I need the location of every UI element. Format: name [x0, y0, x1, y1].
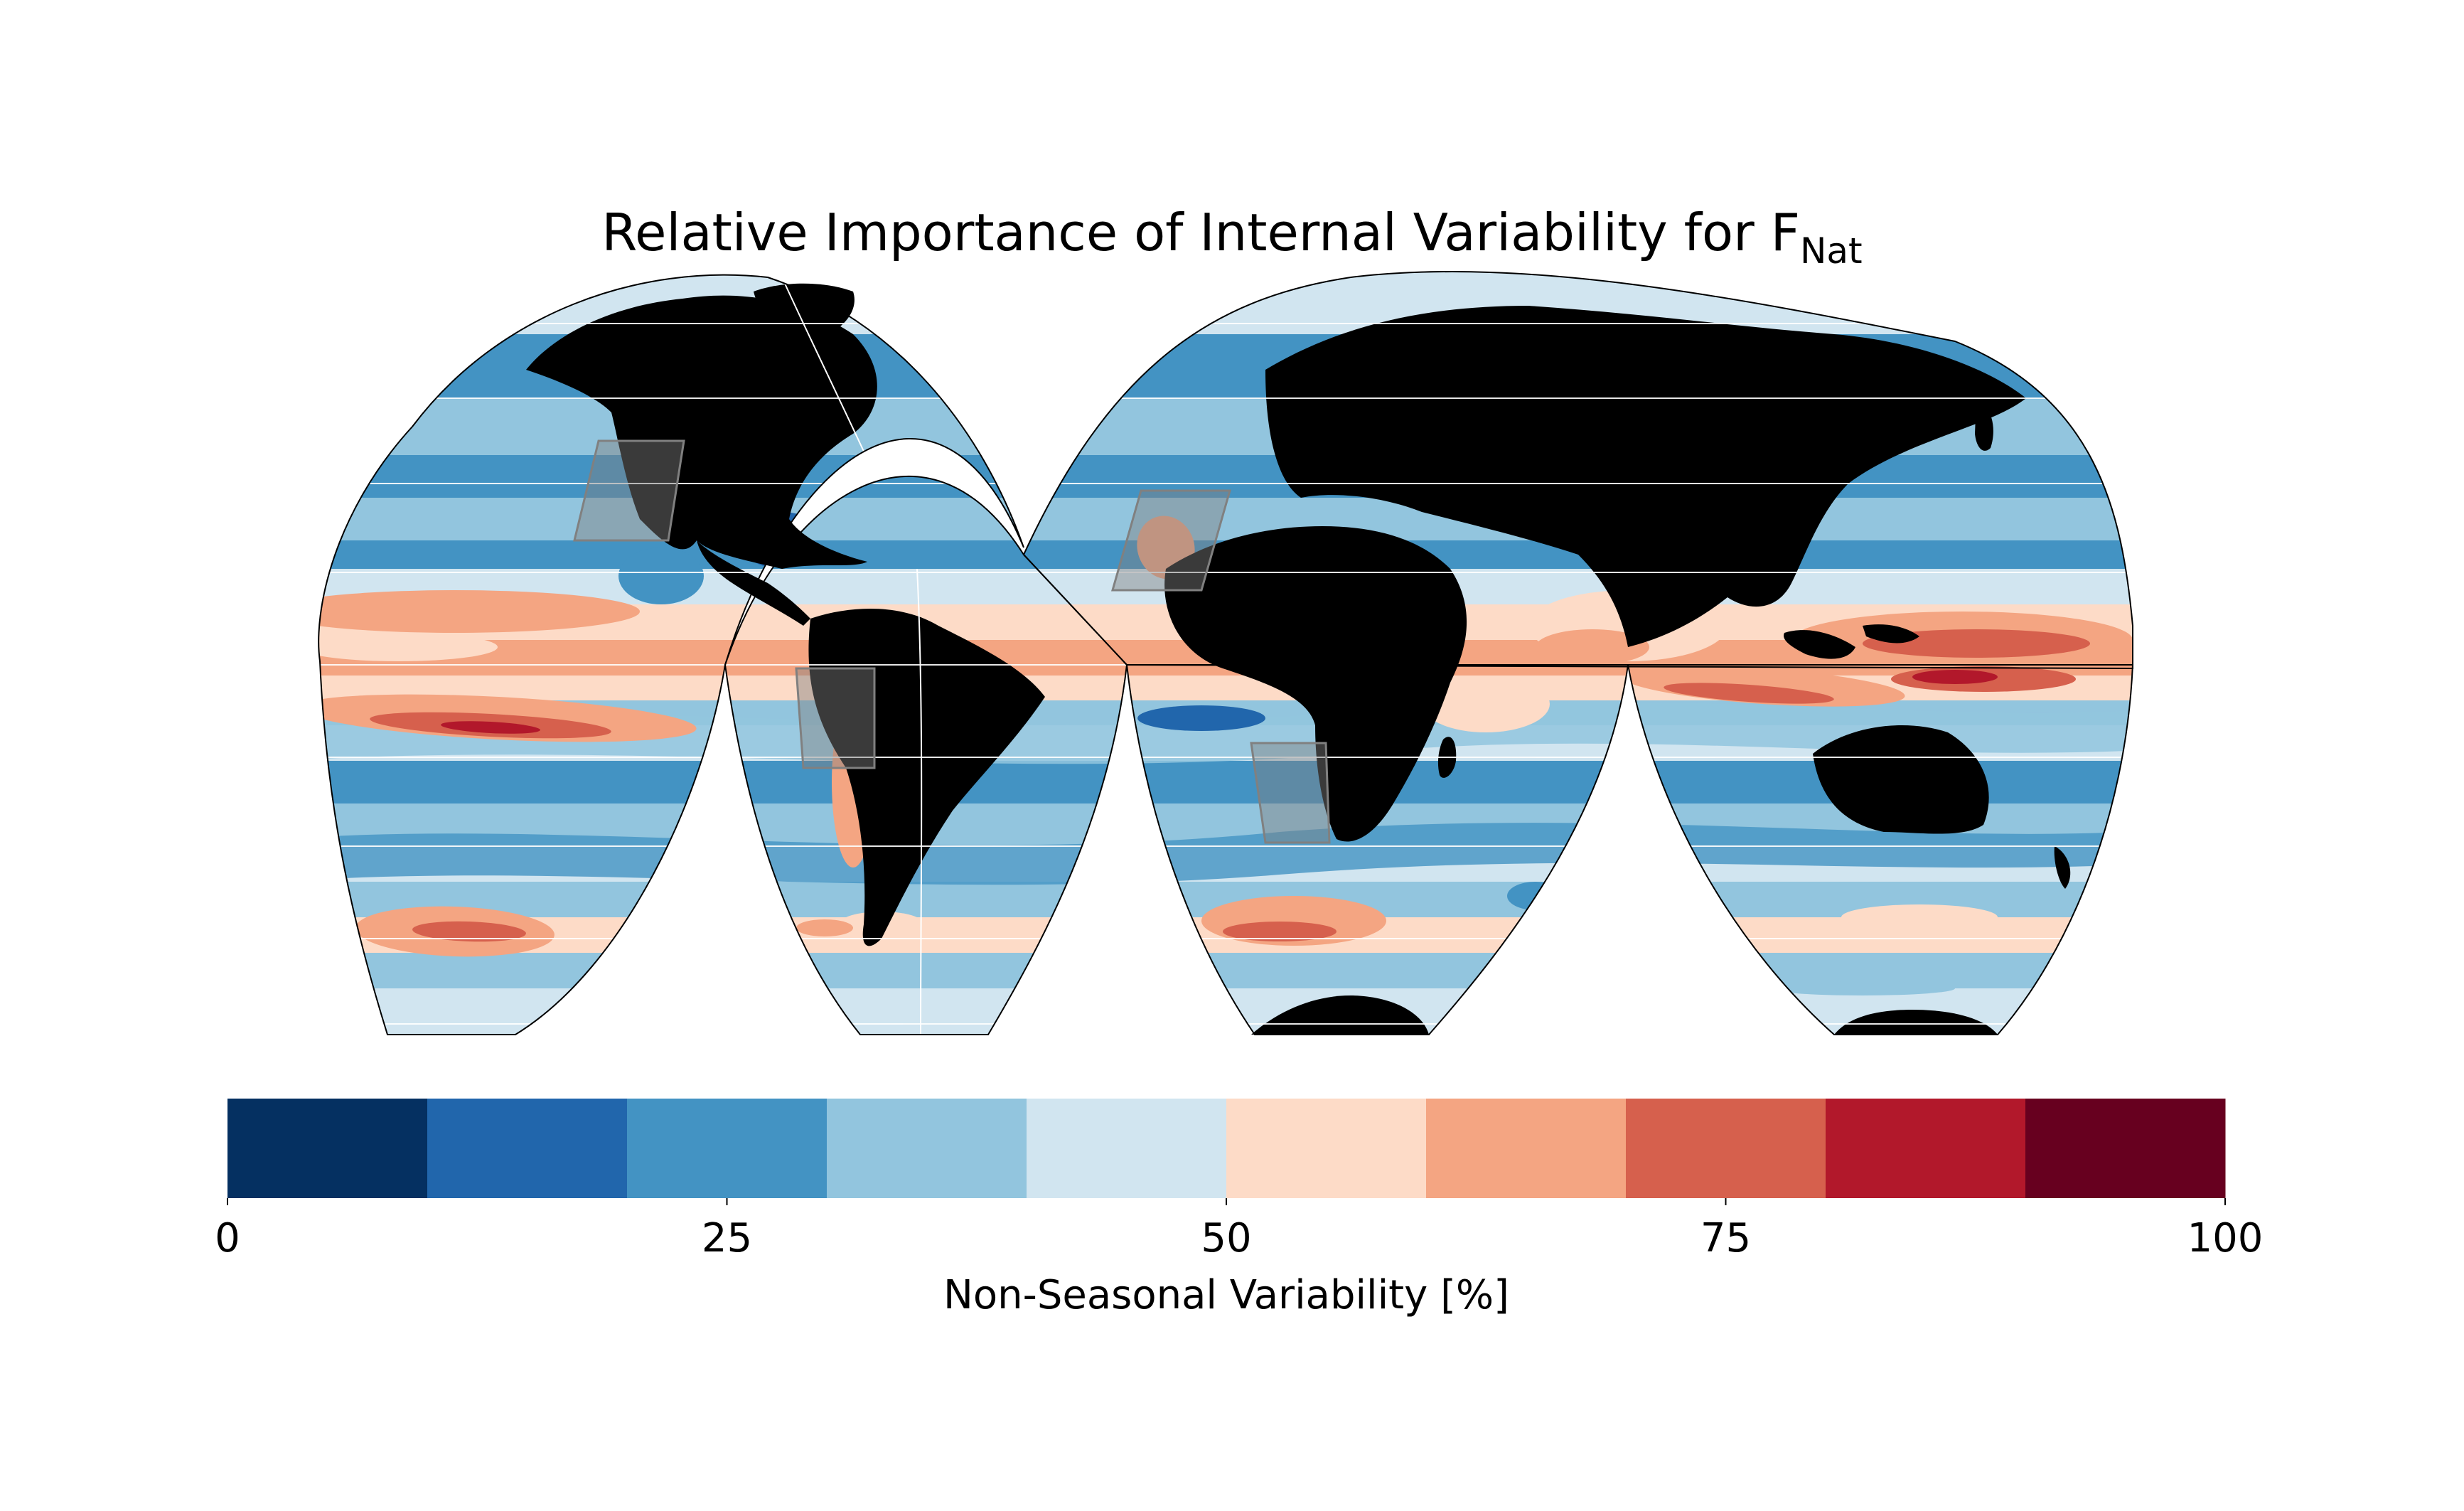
- region-boxes: [573, 439, 1331, 844]
- land-north-america: [526, 295, 877, 569]
- region-box: [573, 439, 685, 542]
- colorbar-tick-label: 75: [1700, 1215, 1751, 1261]
- ocean-band: [1628, 823, 2133, 885]
- map-lobe-outline: [318, 274, 1024, 1035]
- variability-hotspot: [1422, 676, 1550, 732]
- land-africa: [1164, 526, 1467, 842]
- land-eurasia: [1265, 306, 2026, 647]
- land-antarctica-2: [1834, 1010, 1998, 1035]
- colorbar-bin: [227, 1099, 428, 1198]
- variability-hotspot: [796, 919, 853, 936]
- chart-title-subscript: Nat: [1799, 230, 1863, 272]
- land-australia: [1813, 725, 1989, 834]
- colorbar-bin: [2025, 1099, 2226, 1198]
- map-outline: [318, 271, 2134, 1035]
- ocean-band: [1127, 823, 1628, 885]
- colorbar-tick-label: 0: [215, 1215, 240, 1261]
- chart-title: Relative Importance of Internal Variabil…: [0, 203, 2464, 272]
- colorbar-bin: [1826, 1099, 2026, 1198]
- land-indonesia: [1784, 624, 1919, 659]
- chart-title-text: Relative Importance of Internal Variabil…: [601, 203, 1800, 262]
- colorbar-tick-label: 100: [2187, 1215, 2264, 1261]
- land-central-america: [697, 540, 810, 626]
- variability-hotspot: [1664, 683, 1834, 704]
- variability-hotspot: [318, 590, 640, 633]
- longitude-gridline: [916, 568, 923, 1035]
- region-box: [1250, 742, 1331, 844]
- land-japan: [1975, 398, 1993, 451]
- map-lobe-outline: [1022, 271, 2133, 670]
- colorbar-tick-label: 50: [1201, 1215, 1251, 1261]
- ocean-band: [725, 702, 1127, 764]
- region-box: [1111, 489, 1231, 592]
- colorbar-bin: [1626, 1099, 1826, 1198]
- colorbar-bin: [1426, 1099, 1627, 1198]
- variability-hotspot: [1841, 904, 1998, 930]
- land-antarctica-1: [1251, 995, 1429, 1035]
- variability-hotspot: [1770, 981, 1955, 995]
- land-new-zealand: [2054, 846, 2071, 889]
- variability-hotspot: [1137, 705, 1265, 731]
- variability-hotspot: [318, 633, 498, 661]
- variability-hotspot: [412, 921, 526, 942]
- map-lobe-outline: [1125, 664, 1629, 1035]
- land-greenland: [754, 283, 855, 341]
- variability-hotspot: [618, 548, 704, 604]
- variability-hotspot: [1912, 670, 1998, 684]
- colorbar-tick-label: 25: [702, 1215, 752, 1261]
- land-masses: [526, 283, 2071, 1035]
- colorbar-bin: [827, 1099, 1027, 1198]
- variability-hotspot: [1223, 922, 1337, 941]
- ocean-band: [1628, 702, 2133, 764]
- colorbar: 0 25 50 75 100 Non-Seasonal Variability [%]: [215, 1099, 2263, 1318]
- colorbar-bin: [627, 1099, 827, 1198]
- ocean-band: [1127, 702, 1628, 764]
- variability-hotspot: [441, 721, 540, 734]
- land-south-america: [808, 609, 1045, 946]
- variability-hotspot: [1536, 629, 1649, 665]
- colorbar-bin: [1226, 1099, 1427, 1198]
- colorbar-bin: [1027, 1099, 1227, 1198]
- region-box: [795, 667, 876, 769]
- map-lobe-outline: [1627, 664, 2134, 1035]
- colorbar-label: Non-Seasonal Variability [%]: [943, 1272, 1509, 1318]
- colorbar-bin: [427, 1099, 628, 1198]
- map-lobe-outline: [724, 475, 1128, 1035]
